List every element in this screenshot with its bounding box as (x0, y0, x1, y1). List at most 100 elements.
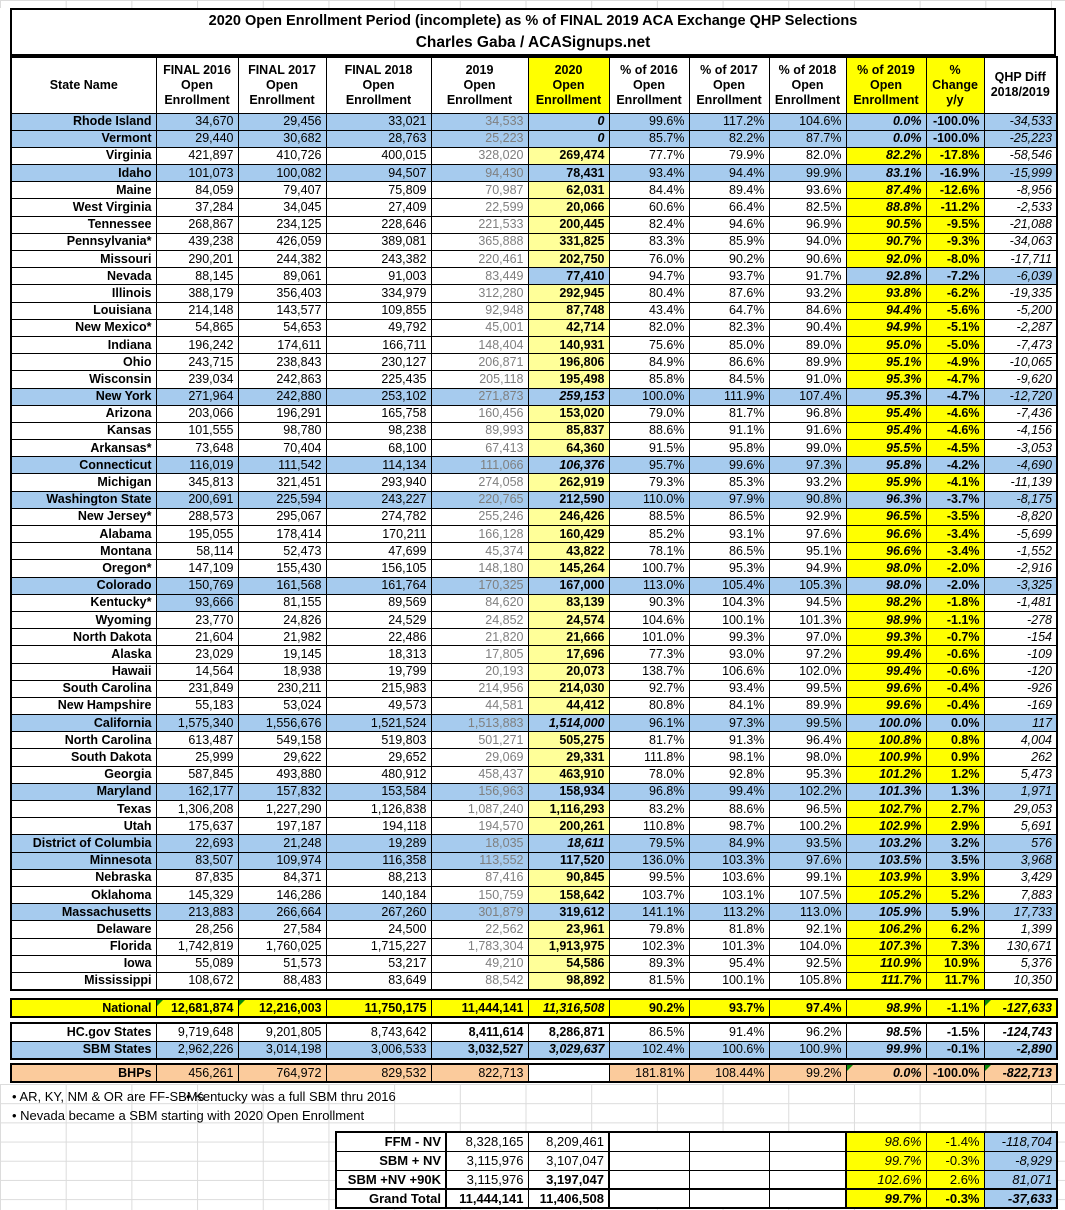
cell[interactable]: 1,575,340 (155, 714, 239, 733)
cell[interactable]: 108.44% (688, 1063, 770, 1083)
cell[interactable]: -6,039 (983, 267, 1058, 286)
cell[interactable]: 116,358 (325, 851, 432, 870)
cell[interactable]: -5.6% (925, 301, 985, 320)
cell[interactable]: 463,910 (527, 765, 610, 784)
cell[interactable]: 93.4% (608, 164, 690, 183)
cell[interactable]: 111.8% (608, 748, 690, 767)
cell[interactable]: 242,880 (237, 387, 327, 406)
cell[interactable]: 167,000 (527, 576, 610, 595)
cell[interactable]: 25,223 (430, 129, 529, 148)
cell[interactable]: 312,280 (430, 284, 529, 303)
cell[interactable]: 100.1% (688, 971, 770, 991)
cell[interactable]: 104.0% (768, 937, 847, 956)
state-name-cell[interactable]: South Dakota (10, 748, 157, 767)
cell[interactable]: 27,409 (325, 198, 432, 217)
cell[interactable]: 99.6% (688, 456, 770, 475)
cell[interactable]: 84.9% (688, 834, 770, 853)
cell[interactable]: 345,813 (155, 473, 239, 492)
cell[interactable]: 99.3% (688, 628, 770, 647)
totals-change-cell[interactable]: -0.3% (925, 1150, 985, 1171)
cell[interactable]: 150,769 (155, 576, 239, 595)
cell[interactable]: 426,059 (237, 232, 327, 252)
cell[interactable]: 98.1% (688, 748, 770, 767)
cell[interactable]: 101.3% (845, 782, 927, 802)
state-name-cell[interactable]: New Hampshire (10, 696, 157, 716)
cell[interactable]: 17,696 (527, 645, 610, 664)
cell[interactable]: 43,822 (527, 542, 610, 561)
cell[interactable]: 0.0% (845, 129, 927, 148)
empty-cell[interactable] (688, 1169, 770, 1190)
state-name-cell[interactable]: Florida (10, 937, 157, 956)
cell[interactable]: 101,555 (155, 421, 239, 441)
cell[interactable]: 64,360 (527, 439, 610, 458)
totals-label-cell[interactable]: FFM - NV (335, 1131, 447, 1152)
cell[interactable]: 1,783,304 (430, 937, 529, 956)
cell[interactable]: 54,653 (237, 318, 327, 337)
cell[interactable]: 3,032,527 (430, 1040, 529, 1060)
cell[interactable]: 21,982 (237, 628, 327, 647)
totals-label-cell[interactable]: Grand Total (335, 1188, 447, 1209)
cell[interactable]: 8,411,614 (430, 1022, 529, 1042)
cell[interactable]: 105.9% (845, 903, 927, 922)
cell[interactable]: 196,242 (155, 335, 239, 355)
cell[interactable]: 83,139 (527, 593, 610, 612)
empty-cell[interactable] (688, 1150, 770, 1171)
cell[interactable]: 82.0% (768, 146, 847, 166)
cell[interactable]: 54,586 (527, 954, 610, 973)
totals-change-cell[interactable]: 2.6% (925, 1169, 985, 1190)
cell[interactable]: 389,081 (325, 232, 432, 252)
cell[interactable]: -7,436 (983, 404, 1058, 423)
cell[interactable]: 27,584 (237, 920, 327, 939)
cell[interactable]: 98,238 (325, 421, 432, 441)
cell[interactable]: 200,261 (527, 817, 610, 836)
cell[interactable]: 206,871 (430, 353, 529, 372)
state-name-cell[interactable]: New Jersey* (10, 507, 157, 527)
cell[interactable]: -4.2% (925, 456, 985, 475)
cell[interactable]: 81,155 (237, 593, 327, 612)
cell[interactable]: 86.5% (608, 1022, 690, 1042)
cell[interactable]: -17,711 (983, 249, 1058, 269)
empty-cell[interactable] (608, 1169, 690, 1190)
cell[interactable]: 153,020 (527, 404, 610, 423)
cell[interactable]: 24,500 (325, 920, 432, 939)
cell[interactable]: 145,264 (527, 559, 610, 578)
cell[interactable]: 200,445 (527, 215, 610, 234)
cell[interactable]: 49,573 (325, 696, 432, 716)
cell[interactable]: 98.2% (845, 593, 927, 612)
cell[interactable]: 77.3% (608, 645, 690, 664)
cell[interactable]: 117 (983, 714, 1058, 733)
cell[interactable]: 95.3% (845, 370, 927, 389)
cell[interactable]: 331,825 (527, 232, 610, 252)
cell[interactable]: 130,671 (983, 937, 1058, 956)
cell[interactable]: 80.4% (608, 284, 690, 303)
cell[interactable]: 157,832 (237, 782, 327, 802)
cell[interactable]: 91.7% (768, 267, 847, 286)
state-name-cell[interactable]: Idaho (10, 164, 157, 183)
cell[interactable]: 18,313 (325, 645, 432, 664)
cell[interactable]: 166,128 (430, 524, 529, 544)
cell[interactable]: -4.7% (925, 370, 985, 389)
cell[interactable]: 23,961 (527, 920, 610, 939)
cell[interactable]: 200,691 (155, 490, 239, 509)
cell[interactable]: 103.9% (845, 868, 927, 887)
cell[interactable]: 91.4% (688, 1022, 770, 1042)
cell[interactable]: 214,148 (155, 301, 239, 320)
cell[interactable]: 85.9% (688, 232, 770, 252)
cell[interactable]: 95.1% (845, 353, 927, 372)
cell[interactable]: 90.4% (768, 318, 847, 337)
cell[interactable]: 17,805 (430, 645, 529, 664)
cell[interactable]: 230,127 (325, 353, 432, 372)
cell[interactable]: 53,217 (325, 954, 432, 973)
cell[interactable]: 166,711 (325, 335, 432, 355)
cell[interactable]: 114,134 (325, 456, 432, 475)
cell[interactable]: 107.3% (845, 937, 927, 956)
cell[interactable]: -5.0% (925, 335, 985, 355)
cell[interactable]: 220,461 (430, 249, 529, 269)
cell[interactable]: 105.4% (688, 576, 770, 595)
cell[interactable]: 99.6% (608, 112, 690, 131)
cell[interactable]: 243,227 (325, 490, 432, 509)
totals-pct2019-cell[interactable]: 98.6% (845, 1131, 927, 1152)
cell[interactable]: 202,750 (527, 249, 610, 269)
cell[interactable]: 96.5% (768, 799, 847, 819)
totals-qhpdiff-cell[interactable]: 81,071 (983, 1169, 1058, 1190)
